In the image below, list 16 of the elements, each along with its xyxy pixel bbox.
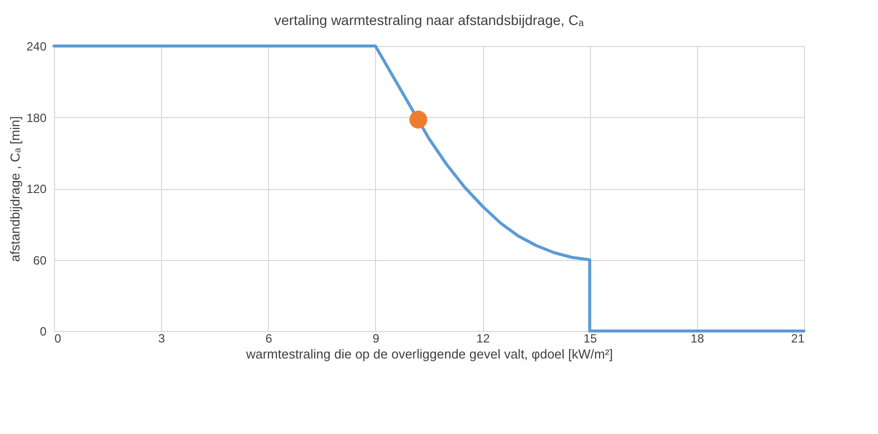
x-axis-title: warmtestraling die op de overliggende gevel valt, φdoel [kW/m²] [245,346,613,362]
y-tick-label: 240 [26,40,47,54]
x-tick-label: 0 [54,332,62,346]
y-tick-label: 120 [26,182,47,196]
x-tick-label: 6 [265,332,272,346]
line-series [52,44,806,332]
y-tick-label: 60 [33,253,47,268]
chart-title: vertaling warmtestraling naar afstandsbijdrage, Cₐ [274,12,585,28]
x-tick-label: 15 [584,332,598,346]
y-tick-label: 180 [26,110,47,125]
x-tick-label: 12 [476,332,490,346]
x-tick-label: 3 [158,332,166,346]
x-tick-label: 21 [791,332,805,346]
x-tick-label: 9 [372,332,380,346]
y-axis-title: afstandbijdrage , Cₐ [min] [7,116,22,262]
x-tick-label: 18 [690,332,704,346]
